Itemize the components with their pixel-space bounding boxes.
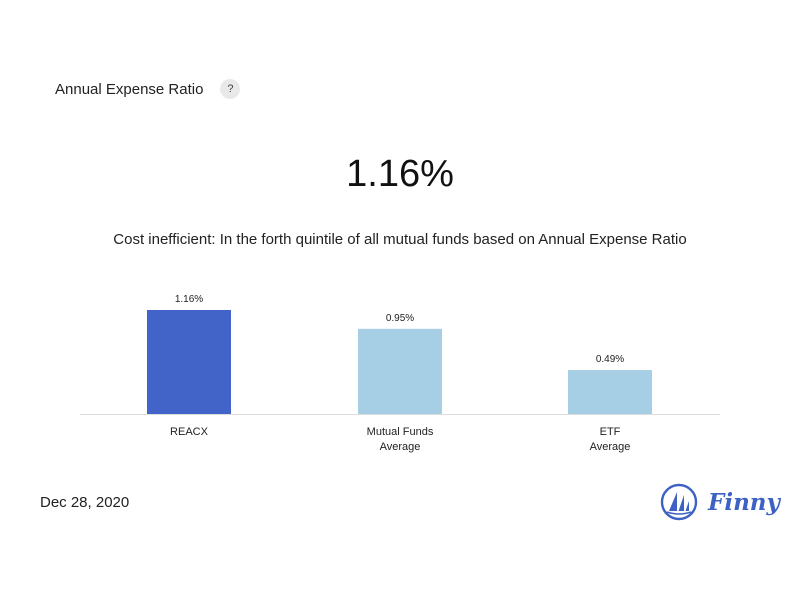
- help-icon[interactable]: ?: [220, 79, 241, 99]
- category-label: Average: [590, 441, 631, 453]
- category-label: REACX: [170, 426, 209, 438]
- as-of-date: Dec 28, 2020: [40, 494, 130, 511]
- section-header: Annual Expense Ratio ?: [55, 79, 241, 99]
- headline-value: 1.16%: [346, 153, 454, 195]
- bar-value-label: 1.16%: [175, 294, 203, 305]
- bar: [568, 370, 652, 414]
- bar-value-label: 0.49%: [596, 354, 624, 365]
- brand-name: Finny: [708, 488, 780, 516]
- category-label: Average: [380, 441, 421, 453]
- expense-ratio-bar-chart: 1.16% REACX 0.95% Mutual Funds Average 0.49% E…: [80, 294, 720, 453]
- category-label: ETF: [600, 426, 621, 438]
- bar: [147, 310, 231, 414]
- bar-value-label: 0.95%: [386, 313, 414, 324]
- brand-logo[interactable]: Finny: [660, 483, 780, 521]
- ranking-description: Cost inefficient: In the forth quintile …: [113, 231, 687, 248]
- bar: [358, 328, 442, 414]
- section-title: Annual Expense Ratio: [55, 80, 204, 98]
- category-label: Mutual Funds: [367, 426, 434, 438]
- sailboat-logo-icon: [660, 483, 698, 521]
